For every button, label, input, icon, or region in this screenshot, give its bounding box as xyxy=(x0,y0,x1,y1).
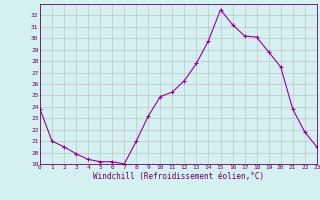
X-axis label: Windchill (Refroidissement éolien,°C): Windchill (Refroidissement éolien,°C) xyxy=(93,172,264,181)
